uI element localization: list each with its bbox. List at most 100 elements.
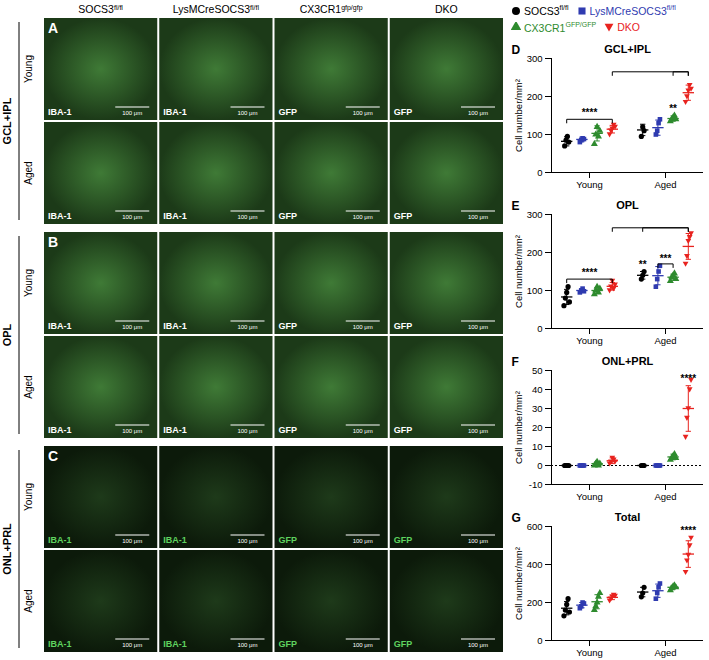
svg-text:40: 40: [532, 384, 543, 395]
svg-text:GCL+IPL: GCL+IPL: [604, 43, 651, 55]
svg-text:GFP: GFP: [279, 107, 298, 117]
svg-text:GFP: GFP: [279, 535, 298, 545]
svg-text:****: ****: [681, 373, 697, 384]
svg-text:100 μm: 100 μm: [237, 538, 257, 544]
svg-text:100 μm: 100 μm: [468, 214, 488, 220]
svg-text:GFP: GFP: [394, 107, 413, 117]
svg-text:100 μm: 100 μm: [122, 428, 142, 434]
svg-text:100 μm: 100 μm: [353, 110, 373, 116]
svg-text:100 μm: 100 μm: [122, 110, 142, 116]
svg-text:Cell number/mm²: Cell number/mm²: [513, 547, 524, 620]
svg-text:G: G: [512, 511, 521, 525]
svg-text:100 μm: 100 μm: [353, 642, 373, 648]
svg-text:100 μm: 100 μm: [353, 324, 373, 330]
svg-text:0: 0: [537, 323, 542, 334]
svg-text:DKO: DKO: [435, 3, 458, 15]
svg-text:GFP: GFP: [279, 321, 298, 331]
svg-text:100 μm: 100 μm: [468, 538, 488, 544]
svg-text:IBA-1: IBA-1: [48, 321, 72, 331]
svg-text:F: F: [512, 355, 519, 369]
svg-text:GFP: GFP: [279, 425, 298, 435]
svg-text:****: ****: [582, 267, 598, 278]
svg-text:300: 300: [527, 209, 543, 220]
svg-text:Aged: Aged: [654, 179, 676, 190]
svg-text:100 μm: 100 μm: [237, 642, 257, 648]
svg-text:100 μm: 100 μm: [237, 428, 257, 434]
svg-text:100 μm: 100 μm: [122, 324, 142, 330]
svg-text:GFP: GFP: [394, 211, 413, 221]
svg-text:600: 600: [527, 521, 543, 532]
svg-text:E: E: [512, 199, 520, 213]
svg-text:100 μm: 100 μm: [468, 642, 488, 648]
svg-text:IBA-1: IBA-1: [48, 107, 72, 117]
svg-text:OPL: OPL: [1, 323, 13, 346]
svg-text:****: ****: [681, 525, 697, 536]
svg-text:GFP: GFP: [279, 211, 298, 221]
svg-text:Cell number/mm²: Cell number/mm²: [513, 391, 524, 464]
svg-text:GFP: GFP: [394, 535, 413, 545]
svg-text:100 μm: 100 μm: [122, 642, 142, 648]
svg-text:Cell number/mm²: Cell number/mm²: [513, 79, 524, 152]
svg-text:20: 20: [532, 422, 543, 433]
svg-text:Aged: Aged: [654, 491, 676, 502]
svg-text:30: 30: [532, 403, 543, 414]
svg-text:100 μm: 100 μm: [468, 324, 488, 330]
svg-text:IBA-1: IBA-1: [163, 211, 187, 221]
svg-text:B: B: [48, 234, 58, 250]
svg-text:100 μm: 100 μm: [122, 538, 142, 544]
svg-text:IBA-1: IBA-1: [48, 535, 72, 545]
svg-text:***: ***: [660, 253, 672, 264]
svg-text:Aged: Aged: [654, 335, 676, 346]
svg-text:100 μm: 100 μm: [353, 538, 373, 544]
svg-text:C: C: [48, 448, 58, 464]
svg-text:GFP: GFP: [394, 425, 413, 435]
svg-text:OPL: OPL: [616, 199, 639, 211]
svg-text:100 μm: 100 μm: [122, 214, 142, 220]
svg-text:100 μm: 100 μm: [353, 428, 373, 434]
svg-text:50: 50: [532, 365, 543, 376]
svg-text:IBA-1: IBA-1: [48, 639, 72, 649]
svg-text:IBA-1: IBA-1: [48, 211, 72, 221]
svg-text:0: 0: [537, 167, 542, 178]
svg-text:Cell number/mm²: Cell number/mm²: [513, 235, 524, 308]
svg-text:100: 100: [527, 129, 543, 140]
svg-text:Young: Young: [576, 647, 603, 658]
svg-text:GFP: GFP: [394, 639, 413, 649]
svg-text:IBA-1: IBA-1: [163, 321, 187, 331]
svg-text:IBA-1: IBA-1: [163, 535, 187, 545]
svg-text:****: ****: [582, 107, 598, 118]
svg-text:**: **: [639, 259, 647, 270]
svg-text:100 μm: 100 μm: [237, 324, 257, 330]
svg-text:Total: Total: [615, 511, 640, 523]
svg-text:10: 10: [532, 441, 543, 452]
svg-text:100 μm: 100 μm: [468, 428, 488, 434]
svg-text:-10: -10: [529, 479, 543, 490]
svg-text:100: 100: [527, 285, 543, 296]
svg-text:GCL+IPL: GCL+IPL: [1, 97, 13, 144]
svg-text:100 μm: 100 μm: [353, 214, 373, 220]
svg-text:Young: Young: [23, 55, 34, 83]
svg-text:100 μm: 100 μm: [237, 110, 257, 116]
svg-text:200: 200: [527, 247, 543, 258]
svg-text:CX3CR1gfp/gfp: CX3CR1gfp/gfp: [300, 3, 363, 15]
svg-text:SOCS3fl/fl: SOCS3fl/fl: [78, 3, 123, 15]
svg-text:IBA-1: IBA-1: [48, 425, 72, 435]
svg-text:Aged: Aged: [23, 375, 34, 398]
svg-text:IBA-1: IBA-1: [163, 107, 187, 117]
svg-text:IBA-1: IBA-1: [163, 425, 187, 435]
svg-text:Aged: Aged: [654, 647, 676, 658]
svg-text:GFP: GFP: [394, 321, 413, 331]
svg-text:Young: Young: [23, 269, 34, 297]
svg-text:100 μm: 100 μm: [468, 110, 488, 116]
svg-text:100 μm: 100 μm: [237, 214, 257, 220]
svg-text:LysMCreSOCS3fl/fl: LysMCreSOCS3fl/fl: [173, 3, 260, 15]
svg-text:200: 200: [527, 597, 543, 608]
svg-text:200: 200: [527, 91, 543, 102]
svg-text:A: A: [48, 20, 58, 36]
svg-text:0: 0: [537, 460, 542, 471]
svg-text:Young: Young: [23, 483, 34, 511]
svg-text:Aged: Aged: [23, 161, 34, 184]
svg-text:400: 400: [527, 559, 543, 570]
svg-text:Aged: Aged: [23, 589, 34, 612]
svg-text:Young: Young: [576, 335, 603, 346]
